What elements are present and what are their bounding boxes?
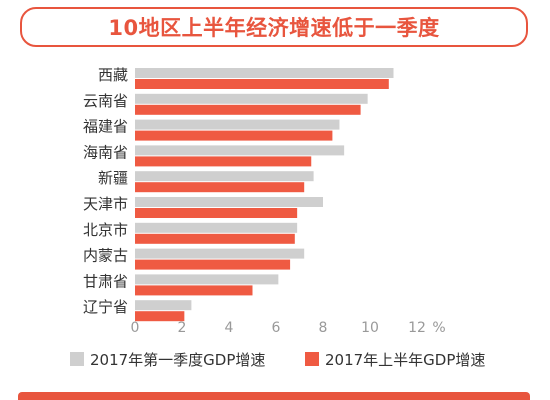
bar-h1: [135, 156, 312, 167]
bar-h1: [135, 285, 253, 296]
bar-q1: [135, 197, 323, 207]
bar-q1: [135, 222, 298, 233]
bar-q1: [135, 68, 394, 78]
category-label: 北京市: [83, 221, 128, 239]
x-tick-label: 6: [272, 320, 281, 336]
category-label: 天津市: [83, 195, 128, 213]
bar-h1: [135, 130, 333, 141]
category-label: 福建省: [83, 118, 128, 136]
bar-h1: [135, 311, 185, 322]
chart-title: 10地区上半年经济增速低于一季度: [108, 16, 440, 40]
x-tick-label: 8: [319, 320, 328, 336]
category-label: 辽宁省: [83, 298, 128, 316]
bar-h1: [135, 79, 389, 89]
x-tick-label: 2: [178, 320, 187, 336]
bottom-accent-bar: [18, 392, 530, 400]
x-tick-label: 12: [408, 320, 426, 336]
bar-q1: [135, 248, 305, 259]
chart-title-box: 10地区上半年经济增速低于一季度: [20, 7, 528, 47]
legend-label: 2017年上半年GDP增速: [325, 351, 485, 369]
bar-q1: [135, 171, 314, 182]
bar-h1: [135, 208, 298, 218]
x-tick-label: 0: [131, 320, 140, 336]
category-label: 内蒙古: [83, 247, 128, 265]
bar-q1: [135, 119, 340, 130]
category-label: 海南省: [83, 143, 128, 161]
category-label: 云南省: [83, 92, 128, 110]
bar-h1: [135, 259, 291, 270]
bar-q1: [135, 93, 368, 104]
bar-q1: [135, 274, 279, 285]
category-label: 甘肃省: [83, 272, 128, 290]
category-label: 西藏: [98, 66, 128, 84]
x-tick-label: 10: [361, 320, 379, 336]
bar-h1: [135, 104, 361, 115]
legend-swatch: [70, 352, 84, 366]
bar-h1: [135, 233, 295, 244]
bar-h1: [135, 182, 305, 193]
legend-swatch: [305, 352, 319, 366]
category-label: 新疆: [98, 169, 128, 187]
legend-label: 2017年第一季度GDP增速: [90, 351, 265, 369]
x-tick-label: 4: [225, 320, 234, 336]
bar-q1: [135, 145, 345, 156]
bar-q1: [135, 300, 192, 311]
x-unit-label: %: [432, 320, 445, 336]
